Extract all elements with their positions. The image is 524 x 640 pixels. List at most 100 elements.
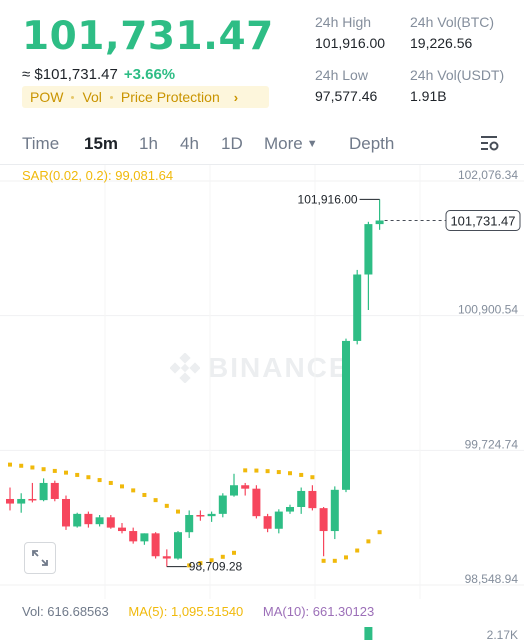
candle-body: [73, 513, 82, 527]
current-price-label: 101,731.47: [450, 213, 515, 228]
candle-body: [375, 220, 384, 225]
sar-dot: [187, 563, 192, 568]
interval-tabs: Time 15m 1h 4h 1D More ▼ Depth: [0, 126, 524, 162]
tabs-divider: [0, 164, 524, 165]
candle-body: [162, 556, 171, 559]
stat-label: 24h High: [315, 14, 372, 30]
current-price-tag: [445, 209, 521, 231]
candle-body: [207, 513, 216, 517]
stat-label: 24h Vol(BTC): [410, 14, 495, 30]
price-axis-label: 102,076.34: [458, 168, 518, 182]
tag-separator: [71, 95, 75, 99]
volume-indicator-row: Vol: 616.68563 MA(5): 1,095.51540 MA(10)…: [22, 604, 390, 619]
stat-label: 24h Low: [315, 67, 368, 83]
caret-down-icon: ▼: [306, 138, 318, 150]
candle-body: [185, 515, 194, 533]
candle-body: [6, 498, 14, 504]
candle-body: [364, 224, 373, 275]
sar-dot: [344, 555, 348, 560]
sar-dot: [310, 475, 315, 480]
stat-24h-high: 24h High 101,916.00: [315, 14, 385, 51]
sar-dot: [254, 468, 259, 473]
candle-body: [28, 498, 37, 501]
price-axis-label: 99,724.74: [465, 437, 519, 451]
sar-dot: [220, 554, 225, 559]
tab-depth[interactable]: Depth: [349, 134, 395, 153]
sar-dot: [97, 478, 102, 483]
candle-body: [353, 274, 362, 341]
price-axis-label: 100,900.54: [458, 303, 518, 317]
tag-pow[interactable]: POW: [30, 89, 64, 105]
stat-label: 24h Vol(USDT): [410, 67, 505, 83]
stat-value: 1.91B: [410, 88, 447, 104]
low-marker-label: 98,709.28: [189, 560, 243, 574]
candle-body: [319, 508, 328, 532]
chevron-right-icon[interactable]: ›: [233, 89, 239, 105]
stat-value: 97,577.46: [315, 88, 378, 104]
chart-settings-icon[interactable]: [478, 132, 500, 159]
sar-dot: [355, 548, 360, 553]
candle-body: [50, 482, 59, 499]
sar-dot: [332, 558, 337, 563]
tab-1h[interactable]: 1h: [139, 134, 158, 153]
sar-dot: [64, 470, 68, 475]
candle-body: [118, 527, 126, 532]
ma10-label: MA(10): 661.30123: [262, 604, 375, 619]
tag-bar[interactable]: POW Vol Price Protection ›: [22, 86, 269, 108]
sar-dot: [377, 530, 382, 535]
volume-bar: [364, 627, 373, 640]
sar-dot: [288, 471, 292, 476]
binance-logo-icon: [170, 353, 200, 383]
candle-body: [106, 517, 115, 528]
candlestick-chart[interactable]: 102,076.34 100,900.54 99,724.74 98,548.94 2.…: [0, 165, 524, 640]
volume-axis-label: 2.17K: [487, 628, 518, 640]
watermark-text: BINANCE: [208, 352, 350, 383]
sar-dot: [52, 468, 57, 473]
tab-time[interactable]: Time: [22, 134, 60, 153]
fiat-price: ≈ $101,731.47: [22, 66, 118, 83]
tag-price-protection[interactable]: Price Protection: [120, 89, 220, 105]
sar-dot: [198, 561, 203, 566]
candle-body: [62, 498, 70, 527]
candle-body: [252, 488, 261, 517]
sar-dot: [75, 472, 80, 477]
sar-dot: [164, 503, 169, 508]
fiat-price-row: ≈ $101,731.47 +3.66%: [22, 66, 175, 83]
tab-4h[interactable]: 4h: [180, 134, 199, 153]
candle-body: [230, 485, 238, 496]
candle-body: [342, 340, 350, 490]
sar-dot: [243, 468, 248, 473]
expand-icon[interactable]: [24, 542, 56, 574]
candle-body: [286, 506, 294, 512]
tag-separator: [109, 95, 113, 99]
candle-body: [17, 498, 26, 504]
sar-dot: [120, 484, 124, 489]
sar-dot: [265, 469, 270, 474]
tag-vol[interactable]: Vol: [82, 89, 102, 105]
stat-value: 101,916.00: [315, 35, 386, 51]
tab-more-label: More: [264, 134, 303, 153]
sar-dot: [153, 498, 158, 503]
candle-body: [218, 495, 227, 514]
candle-body: [151, 533, 160, 557]
sar-dot: [41, 467, 46, 472]
sar-dot: [19, 463, 24, 468]
candle-body: [241, 485, 250, 489]
sar-dot: [209, 558, 214, 563]
candle-body: [330, 489, 339, 532]
sar-dot: [30, 465, 35, 470]
candle-body: [129, 531, 138, 542]
candle-body: [274, 511, 283, 529]
tab-more[interactable]: More ▼: [264, 134, 318, 154]
candle-body: [84, 513, 93, 525]
tab-1d[interactable]: 1D: [221, 134, 243, 153]
sar-dot: [131, 488, 136, 493]
stat-24h-vol-btc: 24h Vol(BTC) 19,226.56: [410, 14, 494, 51]
sar-dot: [108, 480, 113, 485]
sar-dot: [176, 509, 180, 514]
sar-dot: [232, 550, 236, 555]
sar-dot: [86, 475, 91, 480]
vol-label: Vol: 616.68563: [22, 604, 109, 619]
tab-15m[interactable]: 15m: [84, 134, 119, 153]
sar-dot: [8, 462, 12, 467]
